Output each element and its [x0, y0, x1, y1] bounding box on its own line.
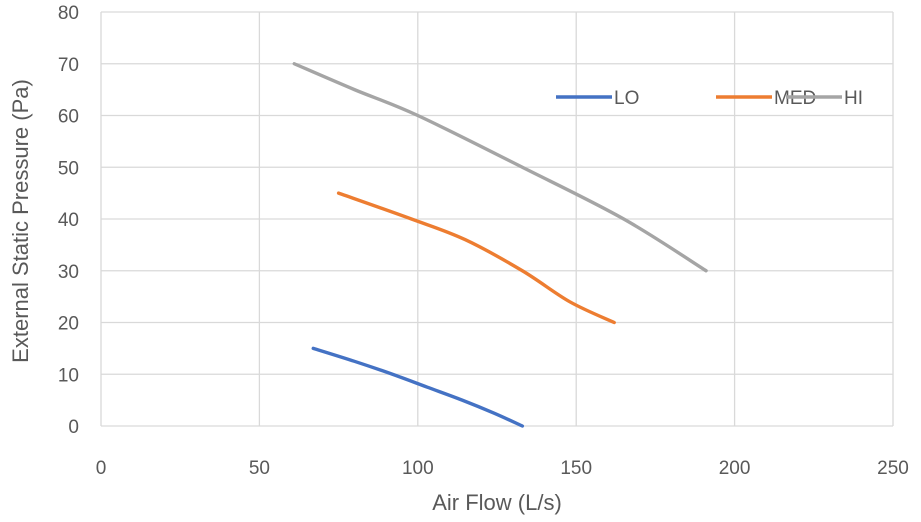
x-tick-label: 250: [877, 458, 909, 479]
y-tick-label: 10: [58, 365, 79, 386]
legend-label-lo: LO: [614, 88, 639, 109]
y-tick-label: 70: [58, 55, 79, 76]
x-tick-label: 150: [560, 458, 592, 479]
x-axis-tick-labels: 0 50 100 150 200 250: [96, 458, 909, 479]
y-tick-label: 60: [58, 107, 79, 128]
y-tick-label: 80: [58, 3, 79, 24]
x-tick-label: 50: [249, 458, 270, 479]
x-tick-label: 100: [402, 458, 434, 479]
x-tick-label: 200: [719, 458, 751, 479]
series-line-lo: [311, 346, 525, 428]
y-axis-title: External Static Pressure (Pa): [8, 79, 33, 363]
y-tick-label: 20: [58, 314, 79, 335]
y-axis-tick-labels: 0 10 20 30 40 50 60 70 80: [58, 3, 79, 438]
x-tick-label: 0: [96, 458, 107, 479]
gridlines: [100, 11, 894, 427]
legend-label-hi: HI: [844, 88, 863, 109]
y-tick-label: 50: [58, 158, 79, 179]
legend: LOMEDHI: [556, 88, 863, 109]
y-tick-label: 40: [58, 210, 79, 231]
y-tick-label: 30: [58, 262, 79, 283]
series-line-med: [336, 191, 616, 325]
x-axis-title: Air Flow (L/s): [432, 490, 562, 515]
y-tick-label: 0: [68, 417, 79, 438]
series-lines: [292, 62, 708, 428]
series-line-hi: [292, 62, 708, 273]
